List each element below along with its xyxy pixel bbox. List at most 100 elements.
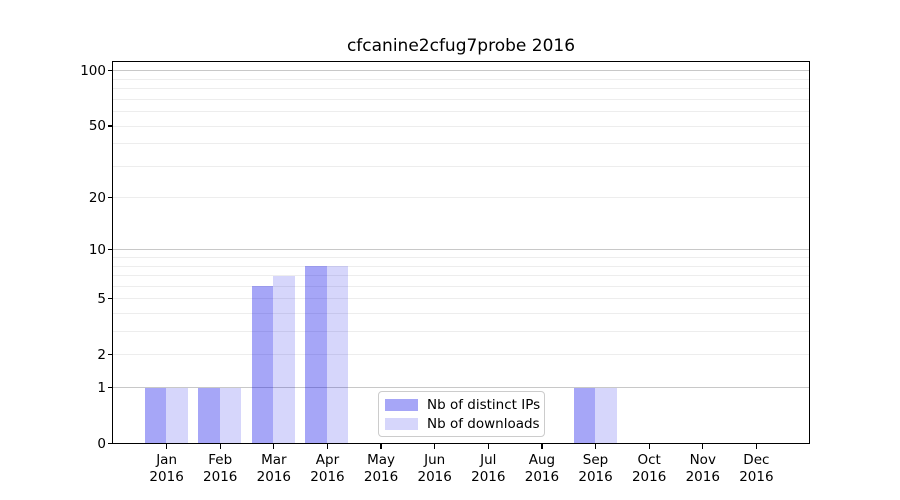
x-tick-label: Oct 2016 xyxy=(632,452,666,485)
bar-distinct-ips xyxy=(573,387,596,444)
y-tick-label: 1 xyxy=(97,379,106,396)
gridline-minor xyxy=(113,257,809,259)
bar-downloads xyxy=(166,387,188,444)
gridline-minor xyxy=(113,275,809,277)
x-tick-year: 2016 xyxy=(417,468,452,485)
bar-downloads xyxy=(219,387,242,444)
gridline-major xyxy=(113,70,809,72)
x-tick-year: 2016 xyxy=(578,468,613,485)
legend-swatch-downloads xyxy=(385,417,418,430)
y-tick-mark xyxy=(108,125,113,127)
x-tick-year: 2016 xyxy=(471,468,506,485)
x-tick-year: 2016 xyxy=(363,468,399,485)
y-tick-label: 20 xyxy=(88,189,106,206)
x-tick-mark xyxy=(541,444,543,449)
x-tick-mark xyxy=(648,444,650,449)
x-tick-year: 2016 xyxy=(310,468,345,485)
x-tick-mark xyxy=(219,444,221,449)
gridline-minor xyxy=(113,111,809,113)
x-tick-month: Mar xyxy=(261,452,287,468)
bar-downloads xyxy=(326,266,349,444)
x-tick-month: May xyxy=(367,452,396,468)
x-tick-label: Sep 2016 xyxy=(578,452,612,485)
bar-downloads xyxy=(595,387,617,444)
bar-distinct-ips xyxy=(305,266,327,444)
legend-label: Nb of distinct IPs xyxy=(427,396,541,413)
gridline-minor xyxy=(113,165,809,167)
gridline-major xyxy=(113,387,809,389)
x-tick-label: Mar 2016 xyxy=(257,452,291,485)
x-tick-label: Apr 2016 xyxy=(310,452,344,485)
x-tick-month: Sep xyxy=(582,452,609,468)
y-tick-mark xyxy=(108,354,113,356)
y-tick-label: 5 xyxy=(97,290,106,307)
x-tick-mark xyxy=(380,444,382,449)
gridline-minor xyxy=(113,298,809,300)
x-tick-label: Aug 2016 xyxy=(525,452,559,485)
gridline-minor xyxy=(113,265,809,267)
y-tick-label: 2 xyxy=(97,346,106,363)
x-tick-month: Oct xyxy=(637,452,661,468)
gridline-minor xyxy=(113,78,809,80)
x-tick-mark xyxy=(702,444,704,449)
gridline-minor xyxy=(113,331,809,333)
x-tick-label: Jan 2016 xyxy=(149,452,183,485)
bar-distinct-ips xyxy=(251,286,274,444)
gridline-major xyxy=(113,249,809,251)
y-tick-mark xyxy=(108,442,113,445)
gridline-minor xyxy=(113,285,809,287)
x-tick-year: 2016 xyxy=(524,468,560,485)
legend-label: Nb of downloads xyxy=(427,415,540,432)
y-tick-label: 0 xyxy=(97,435,106,452)
x-tick-month: Apr xyxy=(315,452,340,468)
bar-distinct-ips xyxy=(144,387,167,444)
legend-box: Nb of distinct IPs Nb of downloads xyxy=(378,391,545,437)
y-tick-mark xyxy=(108,298,113,300)
x-tick-label: Dec 2016 xyxy=(739,452,773,485)
x-tick-month: Aug xyxy=(528,452,556,468)
y-tick-label: 100 xyxy=(80,62,106,79)
y-tick-mark xyxy=(108,386,113,389)
legend-swatch-distinct-ips xyxy=(385,398,418,411)
x-tick-year: 2016 xyxy=(631,468,667,485)
gridline-minor xyxy=(113,98,809,100)
x-tick-month: Jan xyxy=(156,452,178,468)
gridline-minor xyxy=(113,354,809,356)
x-tick-mark xyxy=(166,444,168,449)
gridline-minor xyxy=(113,197,809,199)
legend-entry: Nb of downloads xyxy=(385,415,540,432)
x-tick-mark xyxy=(434,444,436,449)
legend-entry: Nb of distinct IPs xyxy=(385,396,541,413)
x-tick-mark xyxy=(487,444,489,449)
chart-title: cfcanine2cfug7probe 2016 xyxy=(346,36,576,56)
x-tick-mark xyxy=(594,444,597,449)
y-tick-mark xyxy=(108,70,113,72)
x-tick-mark xyxy=(273,444,275,449)
x-tick-month: Jun xyxy=(424,452,446,468)
x-tick-label: Jul 2016 xyxy=(471,452,505,485)
x-tick-year: 2016 xyxy=(149,468,184,485)
x-tick-label: May 2016 xyxy=(364,452,398,485)
gridline-minor xyxy=(113,125,809,127)
x-tick-month: Feb xyxy=(208,452,233,468)
x-tick-label: Nov 2016 xyxy=(686,452,720,485)
x-tick-year: 2016 xyxy=(256,468,292,485)
bar-downloads xyxy=(273,275,295,444)
y-tick-mark xyxy=(108,249,113,251)
x-tick-label: Jun 2016 xyxy=(418,452,452,485)
bar-distinct-ips xyxy=(198,387,220,444)
y-tick-label: 10 xyxy=(88,241,106,258)
gridline-minor xyxy=(113,313,809,315)
x-tick-month: Dec xyxy=(743,452,770,468)
y-tick-mark xyxy=(108,197,113,199)
x-tick-month: Jul xyxy=(480,452,497,468)
x-tick-month: Nov xyxy=(689,452,716,468)
x-tick-mark xyxy=(326,444,329,449)
x-tick-label: Feb 2016 xyxy=(203,452,237,485)
gridline-minor xyxy=(113,143,809,145)
x-tick-year: 2016 xyxy=(685,468,720,485)
gridline-minor xyxy=(113,88,809,90)
y-tick-label: 50 xyxy=(88,118,106,135)
x-tick-mark xyxy=(755,444,757,449)
